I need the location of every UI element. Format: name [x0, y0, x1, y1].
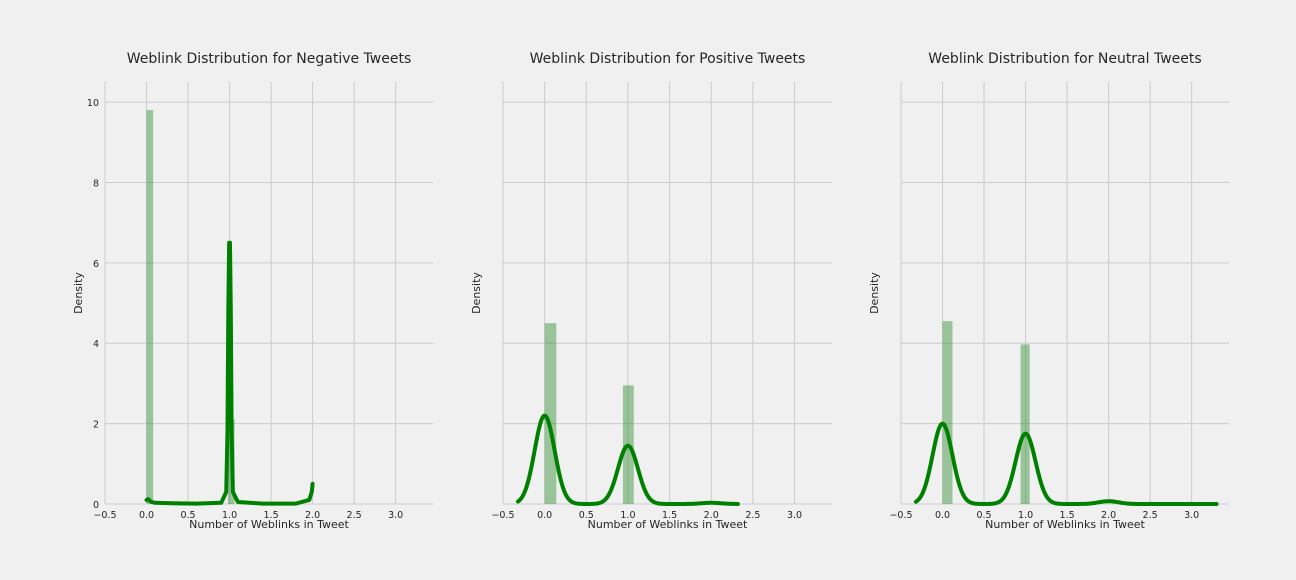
y-tick-label: 0 [93, 500, 99, 511]
x-tick-label: 1.0 [620, 510, 635, 521]
x-tick-label: 1.5 [264, 510, 279, 521]
kde-line [515, 413, 740, 506]
chart-panel-1: −0.5 0.0 0.5 1.0 1.5 2.0 2.5 3.0 0 2 4 6 8 10 Weblink … [72, 51, 433, 531]
x-tick-label: −0.5 [93, 510, 116, 521]
x-tick-label: −0.5 [491, 510, 514, 521]
x-axis-label: Number of Weblinks in Tweet [189, 518, 349, 531]
x-tick-label: 0.5 [976, 510, 991, 521]
histogram-bar [1020, 344, 1030, 504]
histogram-bar [942, 321, 953, 504]
x-tick-label: 1.0 [1018, 510, 1033, 521]
chart-panel-3: −0.5 0.0 0.5 1.0 1.5 2.0 2.5 3.0 Weblink Distrib… [868, 51, 1229, 531]
kde-line [144, 240, 315, 506]
chart-panel-2: −0.5 0.0 0.5 1.0 1.5 2.0 2.5 3.0 Weblink Distrib… [470, 51, 832, 531]
y-axis-label: Density [470, 272, 483, 314]
histogram-bar [146, 110, 154, 504]
chart-title: Weblink Distribution for Neutral Tweets [928, 51, 1201, 67]
x-tick-label: 2.5 [1143, 510, 1158, 521]
x-axis-label: Number of Weblinks in Tweet [588, 518, 748, 531]
y-tick-label: 6 [93, 259, 99, 270]
y-tick-label: 10 [87, 98, 99, 109]
chart-title: Weblink Distribution for Negative Tweets [127, 51, 412, 67]
x-tick-label: −0.5 [889, 510, 912, 521]
x-tick-label: 1.0 [222, 510, 237, 521]
x-tick-label: 2.5 [745, 510, 760, 521]
y-tick-label: 4 [93, 339, 99, 350]
x-tick-label: 2.0 [1101, 510, 1116, 521]
y-tick-label: 2 [93, 420, 99, 431]
x-tick-label: 3.0 [1184, 510, 1199, 521]
x-tick-label: 2.0 [305, 510, 320, 521]
x-tick-label: 0.5 [579, 510, 594, 521]
x-tick-label: 3.0 [787, 510, 802, 521]
x-tick-label: 0.0 [537, 510, 552, 521]
x-axis-label: Number of Weblinks in Tweet [985, 518, 1145, 531]
chart-title: Weblink Distribution for Positive Tweets [530, 51, 806, 67]
x-tick-label: 1.5 [662, 510, 677, 521]
y-tick-label: 8 [93, 178, 99, 189]
x-tick-label: 3.0 [388, 510, 403, 521]
x-tick-label: 0.0 [935, 510, 950, 521]
x-tick-label: 0.5 [180, 510, 195, 521]
x-tick-label: 2.5 [347, 510, 362, 521]
x-tick-label: 1.5 [1060, 510, 1075, 521]
x-tick-label: 0.0 [139, 510, 154, 521]
x-tick-label: 2.0 [704, 510, 719, 521]
y-axis-label: Density [72, 272, 85, 314]
y-axis-label: Density [868, 272, 881, 314]
kde-line [913, 421, 1219, 506]
histogram-bar [544, 323, 557, 504]
